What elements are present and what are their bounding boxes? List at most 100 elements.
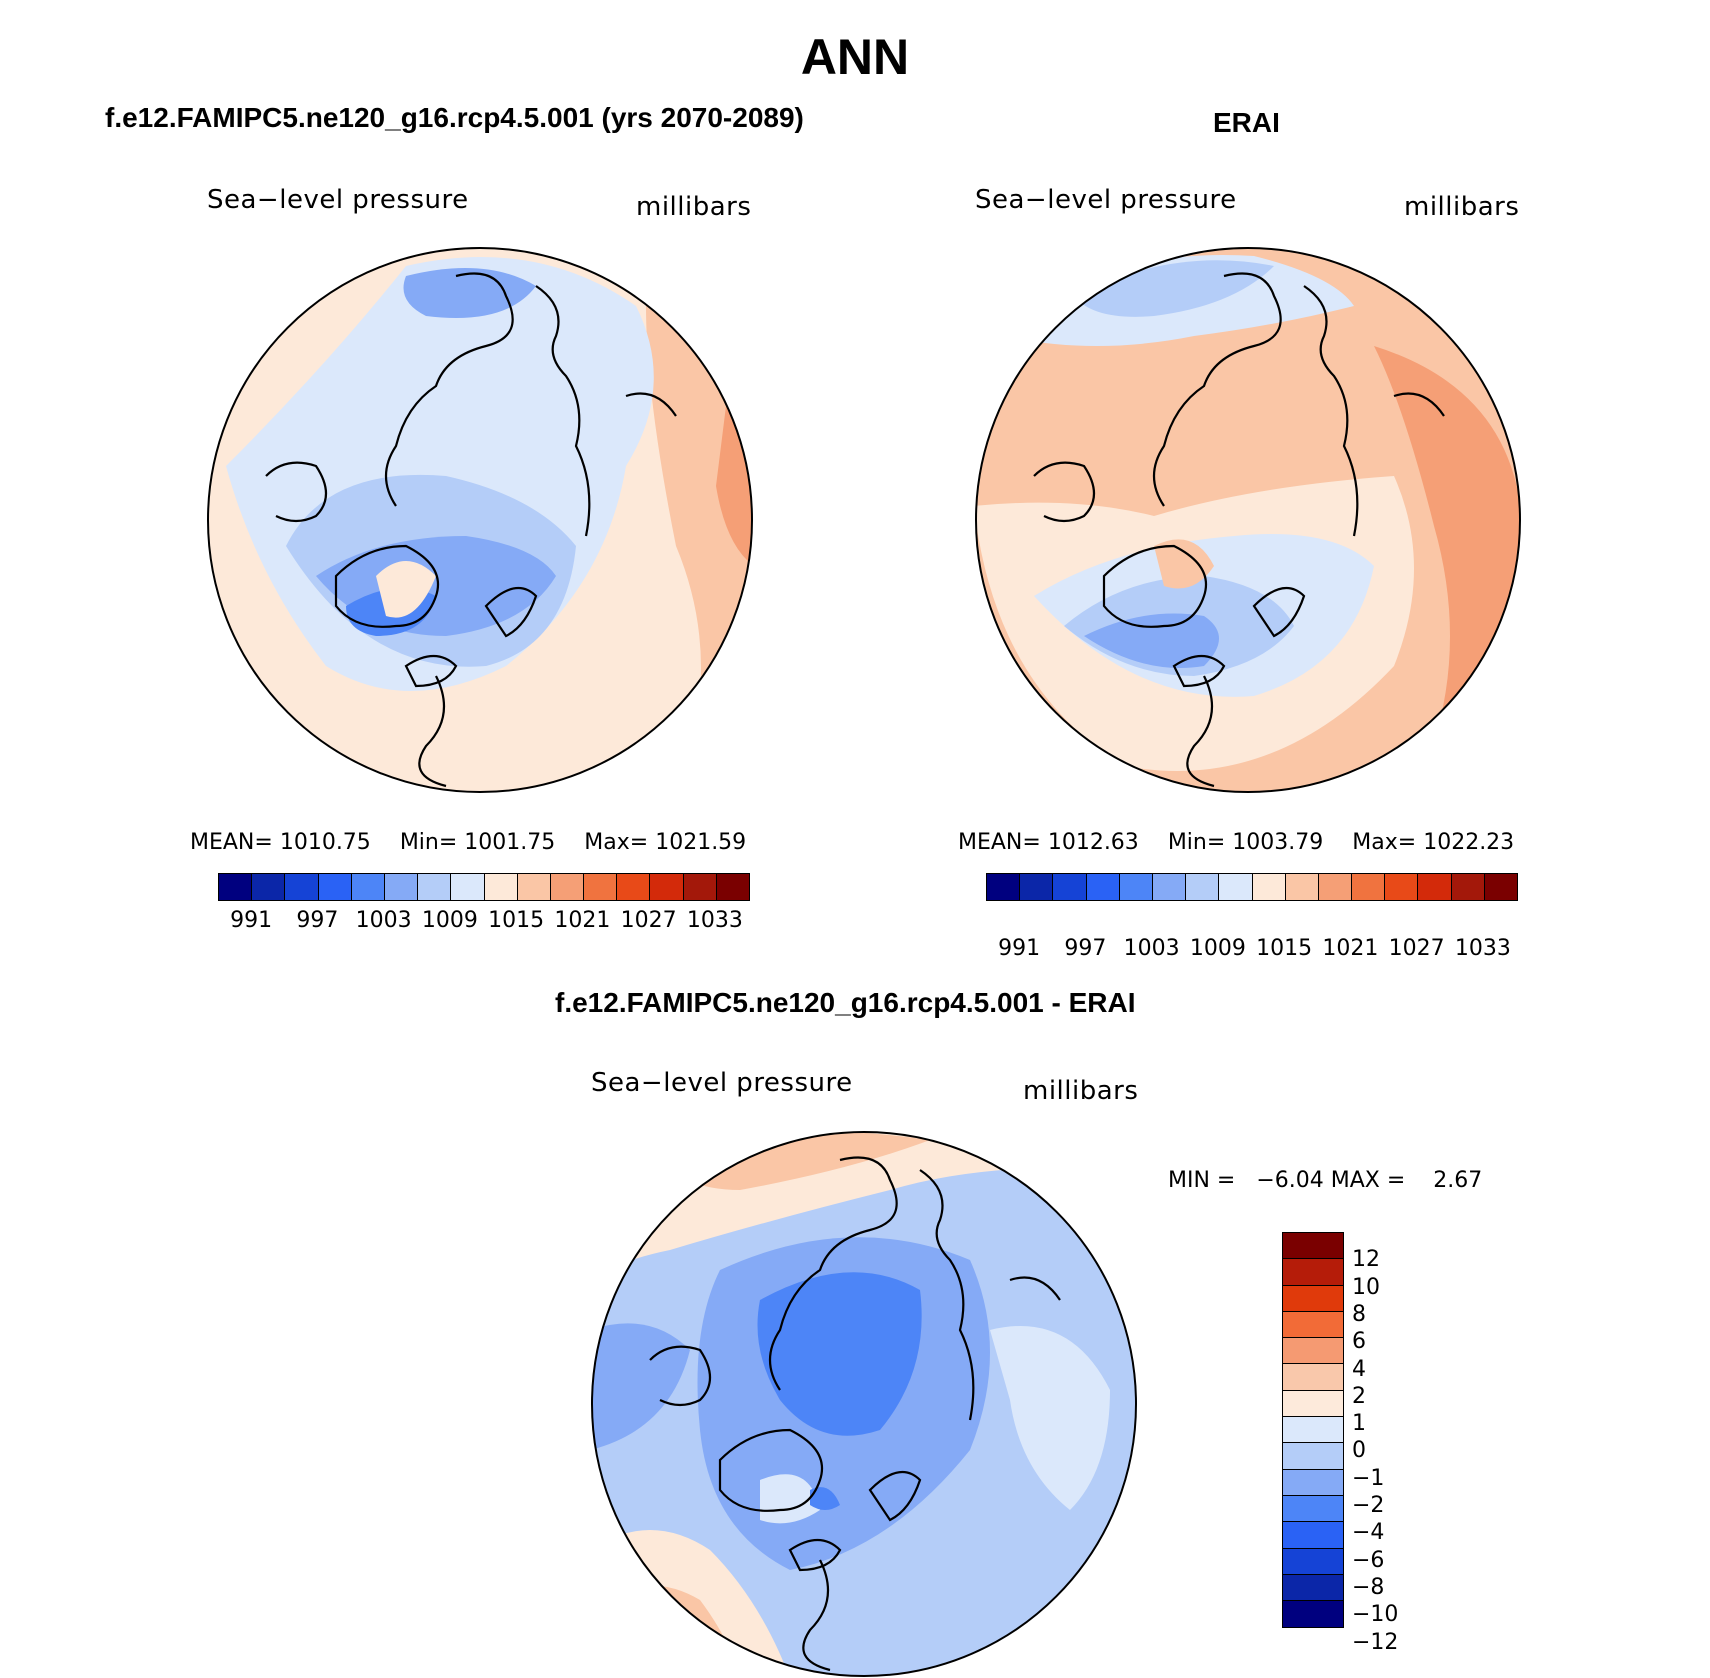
colorbar-swatch [1283, 1338, 1343, 1365]
panel-1-stats: MEAN= 1010.75 Min= 1001.75 Max= 1021.59 [190, 830, 768, 855]
panel-1-mean: MEAN= 1010.75 [190, 830, 371, 855]
colorbar-tick-label: 1021 [554, 908, 611, 933]
colorbar-tick-label: 10 [1352, 1274, 1380, 1300]
colorbar-swatch [1283, 1233, 1343, 1260]
colorbar-swatch [384, 874, 419, 900]
colorbar-tick-label: 1 [1352, 1411, 1366, 1437]
diff-variable-label: Sea−level pressure [591, 1068, 853, 1098]
colorbar-swatch [1283, 1495, 1343, 1523]
colorbar-tick-label: −8 [1352, 1574, 1385, 1600]
diff-colorbar [1282, 1232, 1344, 1629]
panel-1-colorbar-ticks: 991 997 1003 1009 1015 1021 1027 1033 [218, 908, 748, 936]
colorbar-tick-label: 991 [998, 936, 1041, 961]
colorbar-tick-label: −6 [1352, 1547, 1385, 1573]
colorbar-swatch [219, 874, 253, 900]
colorbar-tick-label: 0 [1352, 1438, 1366, 1464]
colorbar-swatch [550, 874, 585, 900]
colorbar-tick-label: −4 [1352, 1520, 1385, 1546]
colorbar-tick-label: 12 [1352, 1247, 1380, 1273]
colorbar-swatch [1283, 1390, 1343, 1418]
colorbar-tick-label: 1009 [421, 908, 478, 933]
panel-1-title: f.e12.FAMIPC5.ne120_g16.rcp4.5.001 (yrs … [105, 102, 804, 133]
colorbar-swatch [1285, 874, 1319, 900]
main-title: ANN [800, 29, 910, 85]
colorbar-tick-label: 1003 [355, 908, 412, 933]
colorbar-tick-label: 991 [230, 908, 273, 933]
colorbar-swatch [1119, 874, 1153, 900]
panel-1-colorbar [218, 873, 750, 901]
colorbar-swatch [1352, 874, 1386, 900]
panel-2-stats: MEAN= 1012.63 Min= 1003.79 Max= 1022.23 [958, 830, 1536, 855]
panel-2-variable-label: Sea−level pressure [975, 185, 1237, 215]
colorbar-swatch [285, 874, 319, 900]
panel-2-colorbar-ticks: 991 997 1003 1009 1015 1021 1027 1033 [986, 936, 1516, 964]
panel-2-colorbar [986, 873, 1518, 901]
colorbar-swatch [1186, 874, 1220, 900]
colorbar-tick-label: 997 [1064, 936, 1107, 961]
colorbar-tick-label: 1021 [1322, 936, 1379, 961]
colorbar-swatch [617, 874, 651, 900]
diff-minmax: MIN = −6.04 MAX = 2.67 [1168, 1168, 1483, 1193]
diff-polar-map [591, 1131, 1137, 1677]
colorbar-tick-label: 997 [296, 908, 339, 933]
colorbar-swatch [1252, 874, 1286, 900]
colorbar-tick-label: 1015 [1256, 936, 1313, 961]
colorbar-swatch [716, 874, 749, 900]
colorbar-swatch [1283, 1601, 1343, 1628]
colorbar-tick-label: 1033 [686, 908, 743, 933]
colorbar-tick-label: 1015 [488, 908, 545, 933]
colorbar-swatch [252, 874, 286, 900]
colorbar-swatch [683, 874, 717, 900]
colorbar-swatch [418, 874, 452, 900]
panel-1-min: Min= 1001.75 [399, 830, 556, 855]
colorbar-tick-label: 4 [1352, 1356, 1366, 1382]
colorbar-swatch [1283, 1443, 1343, 1470]
colorbar-tick-label: 1003 [1123, 936, 1180, 961]
colorbar-tick-label: 1027 [620, 908, 677, 933]
colorbar-swatch [1318, 874, 1353, 900]
colorbar-swatch [1152, 874, 1187, 900]
panel-2-mean: MEAN= 1012.63 [958, 830, 1139, 855]
colorbar-swatch [351, 874, 385, 900]
colorbar-swatch [1283, 1548, 1343, 1575]
colorbar-tick-label: 8 [1352, 1301, 1366, 1327]
colorbar-swatch [1283, 1574, 1343, 1602]
panel-2-polar-map [975, 247, 1521, 793]
colorbar-tick-label: −1 [1352, 1465, 1385, 1491]
colorbar-swatch [584, 874, 618, 900]
panel-2-title: ERAI [1213, 107, 1280, 138]
colorbar-tick-label: −10 [1352, 1602, 1399, 1628]
colorbar-tick-label: 2 [1352, 1383, 1366, 1409]
colorbar-tick-label: 1009 [1189, 936, 1246, 961]
colorbar-swatch [1219, 874, 1253, 900]
colorbar-swatch [1086, 874, 1120, 900]
colorbar-tick-label: 6 [1352, 1329, 1366, 1355]
colorbar-swatch [1283, 1285, 1343, 1312]
colorbar-swatch [650, 874, 684, 900]
panel-2-units-label: millibars [1404, 192, 1520, 222]
colorbar-swatch [1385, 874, 1419, 900]
colorbar-tick-label: 1033 [1454, 936, 1511, 961]
colorbar-swatch [1283, 1364, 1343, 1391]
panel-1-max: Max= 1021.59 [584, 830, 747, 855]
diff-panel-title: f.e12.FAMIPC5.ne120_g16.rcp4.5.001 - ERA… [555, 987, 1136, 1018]
panel-1-variable-label: Sea−level pressure [207, 185, 469, 215]
panel-1-units-label: millibars [636, 192, 752, 222]
colorbar-swatch [484, 874, 518, 900]
panel-1-polar-map [207, 247, 753, 793]
colorbar-swatch [1283, 1469, 1343, 1496]
colorbar-swatch [1418, 874, 1452, 900]
colorbar-swatch [1484, 874, 1517, 900]
colorbar-swatch [1283, 1417, 1343, 1444]
colorbar-swatch [1020, 874, 1054, 900]
colorbar-tick-label: 1027 [1388, 936, 1445, 961]
colorbar-swatch [1283, 1522, 1343, 1549]
colorbar-swatch [1283, 1259, 1343, 1286]
colorbar-swatch [1283, 1311, 1343, 1339]
colorbar-swatch [451, 874, 485, 900]
colorbar-swatch [1451, 874, 1485, 900]
colorbar-swatch [1053, 874, 1087, 900]
colorbar-tick-label: −2 [1352, 1493, 1385, 1518]
panel-2-max: Max= 1022.23 [1352, 830, 1515, 855]
colorbar-tick-label: −12 [1352, 1629, 1399, 1655]
